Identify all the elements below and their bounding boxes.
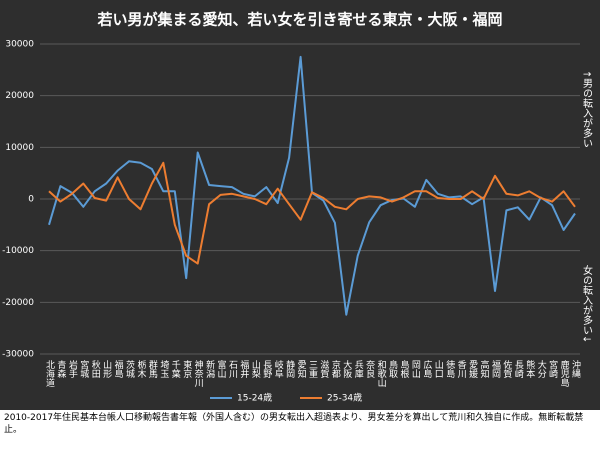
- x-tick-label: 鹿児島: [559, 359, 570, 388]
- annotation: 女の転入が多い↓: [581, 264, 593, 344]
- x-tick-label: 三重: [307, 360, 318, 378]
- y-tick-label: 30000: [5, 40, 34, 50]
- x-tick-label: 長野: [261, 360, 272, 378]
- x-tick-label: 徳島: [444, 359, 455, 379]
- y-tick-label: 10000: [5, 143, 34, 153]
- x-tick-label: 長崎: [513, 360, 524, 378]
- x-tick-label: 大分: [536, 359, 547, 379]
- x-tick-label: 兵庫: [353, 359, 364, 379]
- series-line: [48, 161, 576, 265]
- y-tick-label: -20000: [2, 298, 34, 308]
- x-tick-label: 山梨: [250, 360, 261, 379]
- x-tick-label: 東京: [181, 359, 192, 379]
- x-tick-label: 宮崎: [547, 359, 558, 378]
- x-tick-label: 茨城: [124, 359, 135, 379]
- x-tick-label: 新潟: [204, 359, 215, 379]
- x-tick-label: 山口: [433, 360, 444, 378]
- x-tick-label: 京都: [330, 359, 341, 379]
- x-tick-label: 沖縄: [570, 359, 581, 378]
- x-tick-label: 岡山: [410, 360, 421, 378]
- x-tick-label: 高知: [479, 359, 490, 379]
- x-tick-label: 福井: [238, 359, 249, 379]
- x-tick-label: 広島: [421, 359, 432, 379]
- x-tick-label: 栃木: [135, 359, 146, 379]
- x-tick-label: 神奈川: [193, 359, 204, 387]
- x-tick-label: 岐阜: [273, 359, 284, 379]
- x-tick-label: 愛媛: [467, 359, 478, 379]
- x-tick-label: 富山: [216, 359, 227, 378]
- x-tick-label: 島根: [398, 359, 409, 379]
- x-tick-label: 千葉: [170, 360, 181, 379]
- y-tick-label: -30000: [2, 350, 34, 360]
- x-tick-label: 秋田: [90, 359, 101, 379]
- legend-label: 25-34歳: [327, 392, 362, 404]
- x-tick-label: 北海道: [44, 360, 55, 388]
- chart: 若い男が集まる愛知、若い女を引き寄せる東京・大阪・福岡 ↑男の転入が多い 女の転…: [0, 0, 600, 410]
- x-tick-label: 岩手: [67, 359, 78, 379]
- x-tick-label: 滋賀: [318, 359, 329, 379]
- x-tick-label: 奈良: [364, 359, 375, 379]
- x-tick-label: 福島: [113, 359, 124, 379]
- legend-label: 15-24歳: [237, 392, 272, 404]
- x-tick-label: 鳥取: [387, 359, 398, 379]
- x-tick-label: 山形: [101, 360, 112, 379]
- annotation: ↑男の転入が多い: [581, 70, 593, 148]
- x-tick-label: 大阪: [341, 359, 352, 379]
- footnote: 2010-2017年住民基本台帳人口移動報告書年報（外国人含む）の男女転出入超過…: [4, 413, 584, 435]
- x-tick-label: 佐賀: [501, 359, 512, 379]
- x-tick-label: 青森: [55, 359, 66, 379]
- x-tick-label: 福岡: [490, 359, 501, 379]
- x-tick-label: 和歌山: [376, 360, 387, 387]
- x-tick-label: 埼玉: [158, 359, 169, 378]
- x-tick-label: 香川: [456, 360, 467, 378]
- x-tick-label: 宮城: [78, 359, 89, 379]
- chart-title: 若い男が集まる愛知、若い女を引き寄せる東京・大阪・福岡: [96, 11, 502, 29]
- y-tick-label: -10000: [2, 246, 34, 256]
- x-tick-label: 熊本: [524, 359, 535, 379]
- x-tick-label: 石川: [227, 360, 238, 378]
- y-tick-label: 20000: [5, 91, 34, 101]
- x-tick-label: 群馬: [147, 359, 158, 379]
- x-tick-label: 静岡: [284, 359, 295, 379]
- y-tick-label: 0: [28, 195, 34, 205]
- x-tick-label: 愛知: [296, 359, 307, 379]
